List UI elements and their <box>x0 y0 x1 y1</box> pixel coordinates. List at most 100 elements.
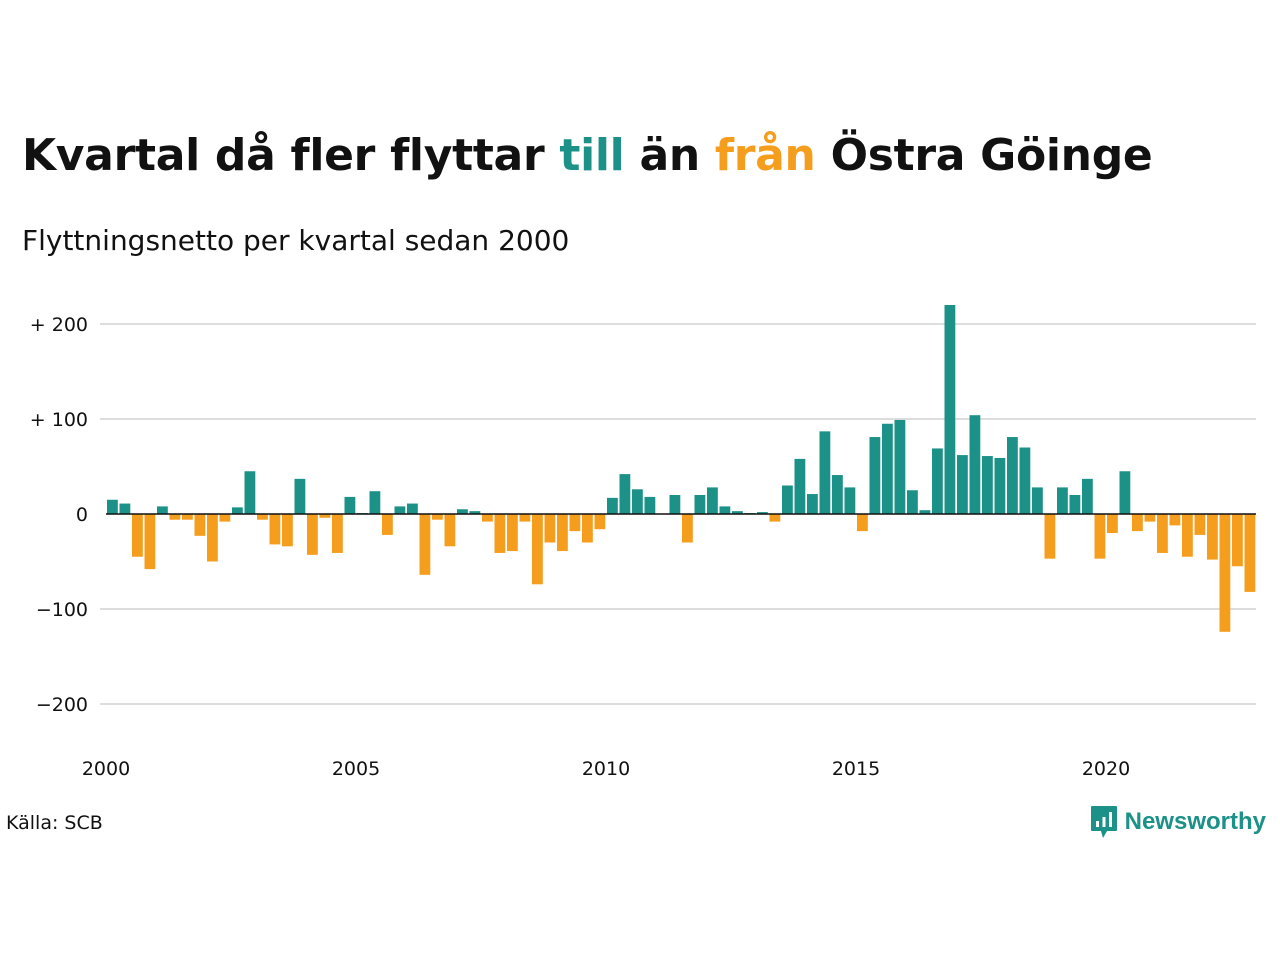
bar <box>282 514 293 547</box>
bar <box>607 497 618 514</box>
bar <box>994 457 1006 514</box>
bar <box>432 514 443 520</box>
bar <box>969 415 981 514</box>
bar <box>619 474 631 514</box>
bar <box>669 495 681 514</box>
bar <box>1082 478 1093 514</box>
bar <box>694 495 706 514</box>
x-tick-label: 2000 <box>82 758 130 780</box>
title-negative-word: från <box>714 130 816 181</box>
bar <box>1119 471 1131 514</box>
bar <box>169 514 181 520</box>
bar <box>469 511 481 514</box>
y-tick-label: 0 <box>76 504 88 526</box>
bar <box>1194 514 1206 535</box>
bar <box>782 485 793 514</box>
bar <box>244 471 256 514</box>
bar <box>157 506 168 514</box>
bar <box>1044 514 1056 559</box>
bar <box>1057 487 1068 514</box>
bar <box>182 514 193 520</box>
bar <box>594 514 606 530</box>
bar <box>682 514 693 543</box>
bar <box>407 503 418 514</box>
bar <box>844 487 856 514</box>
bar <box>519 514 531 522</box>
bar <box>369 491 381 514</box>
chart-subtitle: Flyttningsnetto per kvartal sedan 2000 <box>22 224 570 257</box>
bar <box>769 514 781 522</box>
bar <box>894 419 906 514</box>
bar <box>944 305 956 514</box>
bar <box>1094 514 1106 559</box>
title-positive-word: till <box>559 130 625 181</box>
bar <box>1219 514 1231 632</box>
x-tick-label: 2010 <box>582 758 630 780</box>
y-tick-label: −200 <box>36 694 88 716</box>
y-tick-label: + 100 <box>30 409 88 431</box>
bar <box>269 514 281 545</box>
bar <box>544 514 556 543</box>
bar <box>557 514 568 552</box>
bar <box>632 489 643 514</box>
bar <box>1207 514 1218 560</box>
bar <box>382 514 393 535</box>
bar <box>919 510 931 514</box>
bar <box>457 509 468 514</box>
bar <box>1232 514 1243 567</box>
y-tick-label: + 200 <box>30 314 88 336</box>
title-part-3: Östra Göinge <box>815 130 1153 181</box>
bar <box>644 496 656 514</box>
bar <box>1169 514 1181 526</box>
bar <box>882 423 893 514</box>
bar <box>444 514 456 547</box>
bar <box>807 494 818 514</box>
bar <box>494 514 506 553</box>
bar <box>719 506 731 514</box>
bar <box>107 499 118 514</box>
x-axis-labels: 2000 2005 2010 2015 2020 <box>82 758 1130 780</box>
bar <box>732 511 743 514</box>
bar <box>257 514 268 520</box>
title-part-1: Kvartal då fler flyttar <box>22 130 560 181</box>
bar <box>1144 514 1156 522</box>
bar <box>1132 514 1143 532</box>
bar <box>757 512 768 514</box>
gridlines <box>100 323 1256 705</box>
bar <box>194 514 206 536</box>
chart-title: Kvartal då fler flyttar till än från Öst… <box>22 130 1153 181</box>
bar <box>1157 514 1168 553</box>
bars <box>107 305 1256 632</box>
bar <box>794 458 806 514</box>
bar <box>819 431 831 514</box>
y-tick-label: −100 <box>36 599 88 621</box>
bar <box>1019 447 1031 514</box>
bar-chart: + 200 + 100 0 −100 −200 2000 2005 2010 2015 2020 <box>30 305 1256 780</box>
bar <box>482 514 493 522</box>
bar <box>832 475 843 514</box>
source-note: Källa: SCB <box>6 812 103 834</box>
bar <box>1007 437 1018 514</box>
bar <box>119 503 131 514</box>
bar <box>569 514 581 532</box>
bar <box>1182 514 1193 557</box>
x-tick-label: 2005 <box>332 758 380 780</box>
bar <box>207 514 218 562</box>
bar <box>582 514 593 543</box>
bar <box>857 514 868 532</box>
bar <box>232 507 243 514</box>
bar <box>1244 514 1256 592</box>
y-axis-labels: + 200 + 100 0 −100 −200 <box>30 314 88 716</box>
bar <box>294 478 306 514</box>
bar <box>307 514 318 555</box>
bar <box>932 448 943 514</box>
bar <box>532 514 543 585</box>
bar <box>982 456 993 514</box>
bar <box>132 514 143 557</box>
newsworthy-logo-icon <box>1090 806 1117 838</box>
bar <box>707 487 718 514</box>
bar <box>507 514 518 552</box>
bar <box>344 496 356 514</box>
x-tick-label: 2020 <box>1082 758 1130 780</box>
bar <box>319 514 331 518</box>
